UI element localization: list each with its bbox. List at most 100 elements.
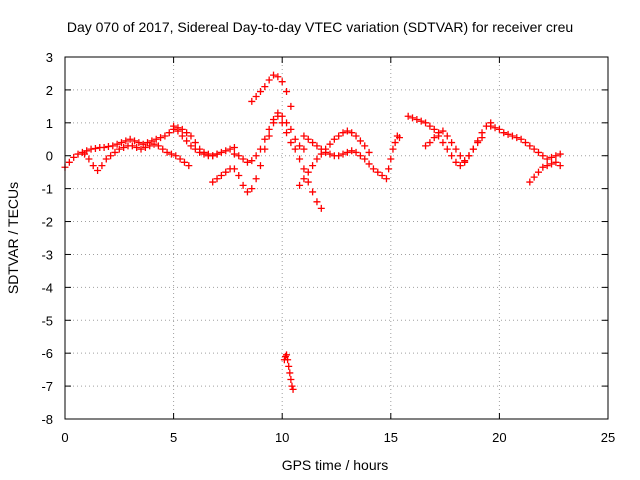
data-point bbox=[131, 137, 139, 145]
data-point bbox=[176, 155, 184, 163]
data-point bbox=[150, 140, 158, 148]
data-point bbox=[465, 152, 473, 160]
data-point bbox=[456, 152, 464, 160]
data-point bbox=[235, 171, 243, 179]
series-arc-rise bbox=[230, 109, 308, 166]
data-point bbox=[552, 152, 560, 160]
y-tick-label: 1 bbox=[46, 116, 53, 131]
y-tick-label: -3 bbox=[41, 247, 53, 262]
data-point bbox=[304, 178, 312, 186]
data-point bbox=[422, 119, 430, 127]
data-point bbox=[243, 188, 251, 196]
data-point bbox=[526, 178, 534, 186]
data-point bbox=[409, 114, 417, 122]
data-point bbox=[382, 175, 390, 183]
data-point bbox=[391, 139, 399, 147]
series-arc-late-b bbox=[422, 127, 486, 165]
data-point bbox=[102, 155, 110, 163]
data-point bbox=[265, 125, 273, 133]
data-point bbox=[161, 132, 169, 140]
data-point bbox=[152, 135, 160, 143]
data-point bbox=[70, 153, 78, 161]
data-point bbox=[191, 139, 199, 147]
data-point bbox=[439, 139, 447, 147]
data-point bbox=[157, 134, 165, 142]
data-point bbox=[435, 129, 443, 137]
x-tick-label: 25 bbox=[601, 430, 615, 445]
data-point bbox=[387, 155, 395, 163]
data-point bbox=[287, 102, 295, 110]
axis-ticks bbox=[64, 56, 609, 420]
series-arc-peak bbox=[248, 71, 295, 110]
data-point bbox=[109, 142, 117, 150]
data-point bbox=[513, 134, 521, 142]
data-point bbox=[339, 129, 347, 137]
data-point bbox=[98, 162, 106, 170]
data-point bbox=[135, 139, 143, 147]
data-point bbox=[261, 83, 269, 91]
data-point bbox=[265, 76, 273, 84]
data-point bbox=[87, 145, 95, 153]
y-tick-labels: 3 2 1 0 -1 -2 -3 -4 -5 -6 -7 -8 bbox=[41, 50, 53, 427]
data-point bbox=[180, 158, 188, 166]
data-point bbox=[141, 144, 149, 151]
y-tick-label: -8 bbox=[41, 412, 53, 427]
data-point bbox=[137, 145, 145, 153]
data-point bbox=[172, 152, 180, 160]
y-tick-label: -6 bbox=[41, 346, 53, 361]
x-axis-label: GPS time / hours bbox=[282, 457, 389, 473]
data-point bbox=[159, 145, 167, 153]
data-point bbox=[283, 351, 291, 359]
data-point bbox=[283, 88, 291, 96]
series-arc-late-c bbox=[487, 122, 564, 163]
data-point bbox=[213, 150, 221, 158]
data-point bbox=[296, 181, 304, 189]
data-point bbox=[413, 116, 421, 124]
data-point bbox=[361, 155, 369, 163]
data-point bbox=[313, 142, 321, 150]
data-point bbox=[534, 168, 542, 176]
data-point bbox=[317, 204, 325, 212]
data-point bbox=[330, 135, 338, 143]
data-point bbox=[174, 124, 182, 132]
data-point bbox=[309, 162, 317, 170]
data-point bbox=[389, 145, 397, 153]
data-point bbox=[117, 139, 125, 147]
series-arc-mid-fall bbox=[274, 112, 325, 212]
data-point bbox=[289, 385, 297, 393]
data-point bbox=[500, 129, 508, 137]
data-point bbox=[196, 145, 204, 153]
y-axis-label: SDTVAR / TECUs bbox=[5, 182, 21, 294]
data-point bbox=[417, 117, 425, 125]
data-point bbox=[100, 144, 108, 151]
y-tick-label: 3 bbox=[46, 50, 53, 65]
data-point bbox=[126, 135, 134, 143]
data-point bbox=[430, 134, 438, 142]
series-arc-mid-flat bbox=[300, 132, 386, 179]
data-point bbox=[339, 150, 347, 158]
data-point bbox=[291, 145, 299, 153]
data-point bbox=[94, 167, 102, 175]
data-point bbox=[287, 139, 295, 147]
data-point bbox=[448, 139, 456, 147]
data-point bbox=[200, 148, 208, 156]
data-point bbox=[252, 152, 260, 160]
data-point bbox=[369, 165, 377, 173]
data-point bbox=[256, 88, 264, 96]
data-point bbox=[385, 165, 393, 173]
data-point bbox=[239, 181, 247, 189]
data-point bbox=[284, 356, 292, 364]
series-outlier-arc bbox=[280, 351, 297, 393]
data-point bbox=[187, 132, 195, 140]
data-point bbox=[222, 147, 230, 155]
y-tick-label: -7 bbox=[41, 379, 53, 394]
y-tick-label: -2 bbox=[41, 215, 53, 230]
data-point bbox=[313, 198, 321, 206]
data-point bbox=[322, 148, 330, 156]
data-point bbox=[352, 132, 360, 140]
data-point bbox=[252, 175, 260, 183]
data-point bbox=[296, 155, 304, 163]
data-point bbox=[81, 150, 89, 158]
data-point bbox=[543, 155, 551, 163]
data-point bbox=[539, 163, 547, 171]
